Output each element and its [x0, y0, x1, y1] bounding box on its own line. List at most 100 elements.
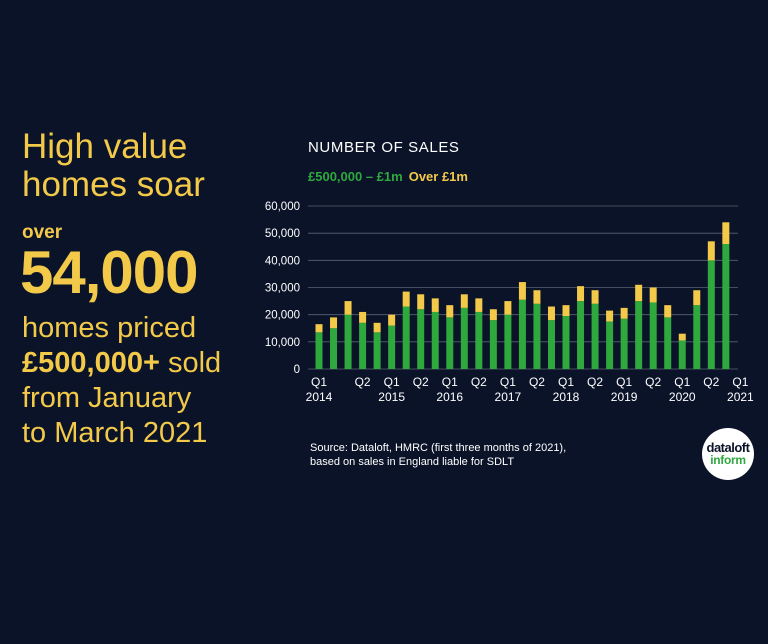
y-tick-label: 40,000 [265, 255, 300, 267]
legend-item-yellow: Over £1m [408, 169, 468, 184]
x-year-label: 2020 [669, 390, 696, 404]
bar-yellow [606, 310, 614, 322]
logo-line-1: dataloft [706, 440, 750, 455]
bar-green [606, 321, 614, 369]
y-tick-label: 50,000 [265, 228, 300, 240]
source-line-2: based on sales in England liable for SDL… [310, 456, 515, 468]
subtext-line-4: to March 2021 [22, 417, 208, 449]
y-tick-label: 0 [294, 364, 300, 376]
x-tick-label: Q1 [616, 375, 632, 389]
bar-green [577, 301, 585, 369]
bar-green [518, 299, 526, 369]
subtext-line-3: from January [22, 382, 192, 414]
sold-text: sold [159, 347, 222, 379]
bar-green [635, 301, 643, 369]
bar-green [417, 309, 425, 369]
headline-line-1: High value [22, 127, 188, 166]
x-year-label: 2014 [306, 390, 333, 404]
bar-yellow [649, 287, 657, 303]
subtext: homes priced £500,000+ sold from January… [22, 311, 221, 451]
bar-green [722, 244, 730, 369]
bar-yellow [547, 306, 555, 321]
bar-yellow [577, 286, 585, 302]
bar-green [373, 332, 381, 369]
bar-green [707, 260, 715, 369]
bar-green [693, 305, 701, 369]
x-tick-label: Q2 [355, 375, 371, 389]
legend-item-green: £500,000 – £1m [308, 169, 403, 184]
bar-yellow [359, 311, 367, 323]
x-tick-label: Q2 [587, 375, 603, 389]
x-year-label: 2018 [553, 390, 580, 404]
headline-line-2: homes soar [22, 165, 205, 204]
source-line-1: Source: Dataloft, HMRC (first three mont… [310, 442, 567, 454]
subtext-line-2: £500,000+ sold [22, 346, 221, 381]
x-tick-label: Q1 [732, 375, 748, 389]
bar-yellow [693, 290, 701, 306]
bar-yellow [475, 298, 483, 312]
x-tick-label: Q1 [384, 375, 400, 389]
bar-green [620, 318, 628, 369]
x-tick-label: Q2 [645, 375, 661, 389]
bar-yellow [504, 301, 512, 315]
bar-yellow [344, 301, 352, 315]
y-tick-label: 30,000 [265, 283, 300, 295]
y-tick-label: 10,000 [265, 337, 300, 349]
bar-yellow [446, 305, 454, 318]
x-tick-label: Q1 [500, 375, 516, 389]
bar-yellow [591, 290, 599, 304]
bar-yellow [489, 309, 497, 321]
bar-yellow [330, 317, 338, 329]
x-tick-label: Q2 [529, 375, 545, 389]
bar-green [547, 320, 555, 369]
bar-green [664, 317, 672, 369]
x-tick-label: Q1 [442, 375, 458, 389]
bar-green [359, 322, 367, 369]
bar-yellow [373, 322, 381, 333]
bar-green [489, 320, 497, 369]
source-note: Source: Dataloft, HMRC (first three mont… [310, 441, 566, 469]
x-year-label: 2019 [611, 390, 638, 404]
x-tick-label: Q2 [413, 375, 429, 389]
x-year-label: 2021 [727, 390, 754, 404]
bar-green [402, 306, 410, 369]
x-year-label: 2016 [436, 390, 463, 404]
x-tick-label: Q1 [674, 375, 690, 389]
x-tick-label: Q1 [558, 375, 574, 389]
bar-yellow [315, 324, 323, 333]
bar-green [446, 317, 454, 369]
bar-green [315, 332, 323, 369]
x-tick-label: Q2 [703, 375, 719, 389]
x-year-label: 2015 [378, 390, 405, 404]
bar-yellow [388, 314, 396, 326]
subtext-line-1: homes priced [22, 312, 197, 344]
bar-green [431, 311, 439, 369]
bar-yellow [402, 291, 410, 307]
bar-yellow [722, 222, 730, 245]
bar-green [562, 316, 570, 369]
bar-yellow [620, 307, 628, 319]
bar-green [678, 340, 686, 369]
big-number: 54,000 [20, 239, 199, 306]
bar-yellow [707, 241, 715, 261]
y-tick-label: 20,000 [265, 310, 300, 322]
bar-yellow [533, 290, 541, 304]
bar-green [460, 307, 468, 369]
bar-green [330, 328, 338, 369]
bar-green [344, 314, 352, 369]
chart-legend: £500,000 – £1m Over £1m [308, 169, 468, 184]
x-year-label: 2017 [495, 390, 522, 404]
bar-green [533, 303, 541, 369]
bar-yellow [460, 294, 468, 308]
headline: High value homes soar [22, 128, 205, 204]
bar-yellow [518, 282, 526, 300]
bar-green [475, 311, 483, 369]
bar-yellow [417, 294, 425, 310]
chart-title: NUMBER OF SALES [308, 139, 460, 156]
bar-yellow [635, 284, 643, 302]
bar-green [504, 314, 512, 369]
price-text: £500,000+ [22, 347, 160, 379]
bar-yellow [431, 298, 439, 312]
